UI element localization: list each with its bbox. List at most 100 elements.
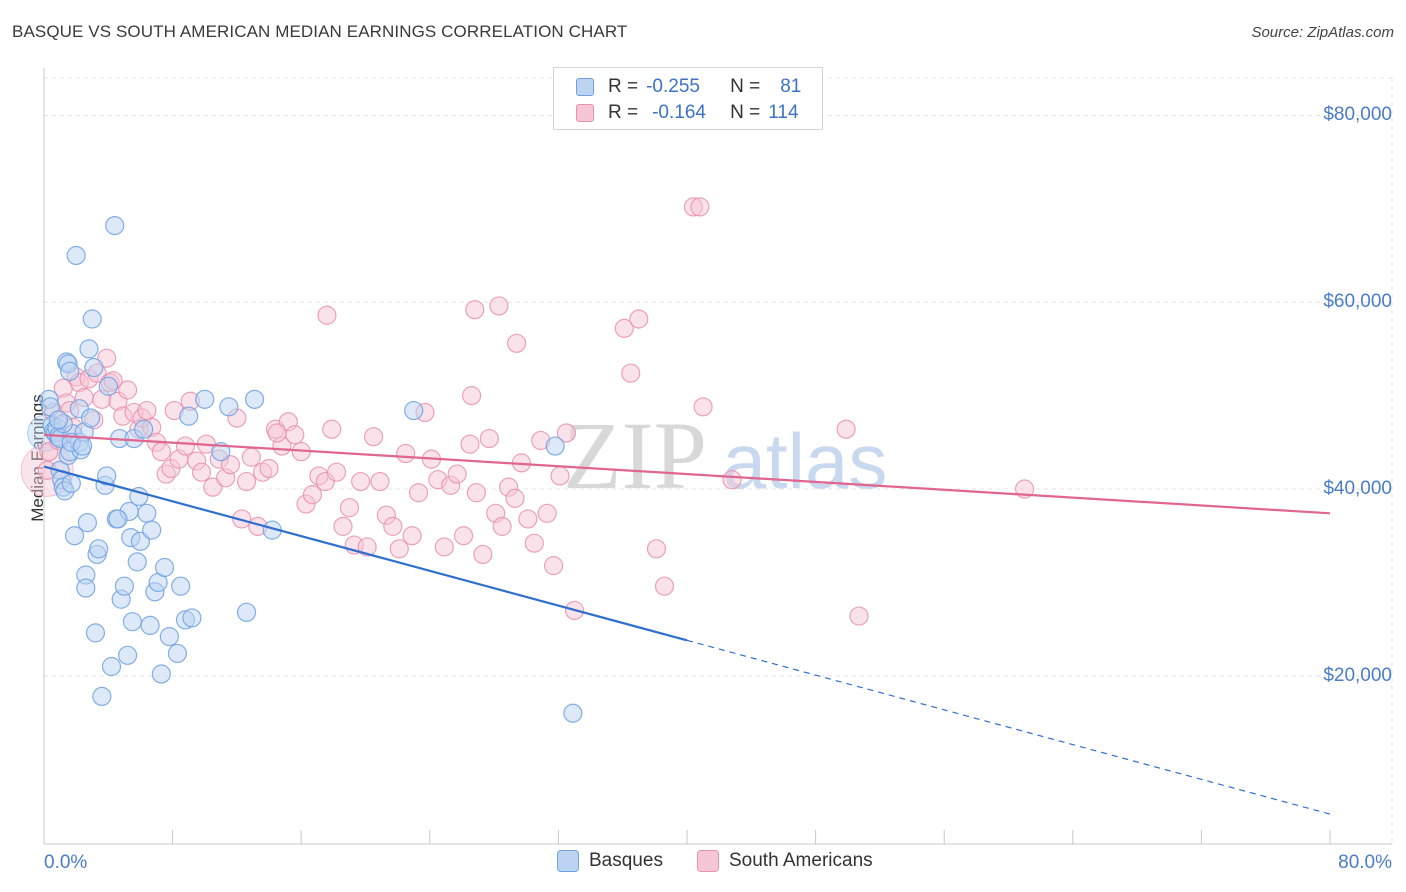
data-point [219, 397, 239, 417]
legend-item-south-americans[interactable]: South Americans [697, 850, 873, 872]
data-point [507, 333, 527, 353]
data-point [389, 539, 409, 559]
r-label: R = [608, 102, 639, 123]
data-point [466, 483, 487, 503]
data-point [89, 539, 109, 559]
data-point [66, 245, 86, 266]
trend-line [43, 433, 1331, 515]
stats-legend: R = -0.255 N = 81 R = -0.164 N = 114 [553, 67, 823, 130]
legend-label: Basques [589, 850, 663, 871]
data-point [72, 436, 93, 456]
data-point [203, 477, 223, 497]
data-point [122, 612, 143, 632]
data-point [402, 526, 422, 546]
data-point [339, 498, 360, 518]
n-value: 114 [768, 102, 799, 123]
y-tick-label: $80,000 [1323, 104, 1392, 126]
data-point [79, 339, 99, 359]
data-point [492, 516, 512, 536]
data-point [98, 376, 118, 396]
y-tick-label: $60,000 [1323, 291, 1392, 313]
data-point [363, 427, 384, 447]
y-tick-label: $20,000 [1323, 664, 1392, 686]
data-point [97, 348, 117, 368]
stats-row-south-americans: R = -0.164 N = 114 [576, 100, 799, 126]
data-point [244, 389, 265, 409]
data-point [127, 552, 147, 572]
data-point [836, 419, 856, 439]
data-point [556, 423, 577, 443]
data-point [77, 513, 98, 533]
data-point [690, 197, 710, 217]
data-point [175, 436, 196, 456]
data-point [81, 408, 101, 428]
data-point [629, 309, 649, 329]
data-point [849, 606, 869, 626]
data-point [317, 305, 337, 325]
r-value: -0.164 [652, 102, 706, 123]
data-point [654, 576, 675, 596]
data-point [151, 664, 171, 684]
data-point [117, 645, 138, 665]
y-tick-label: $40,000 [1323, 478, 1392, 500]
data-point [357, 537, 377, 557]
data-point [434, 537, 454, 557]
legend-item-basques[interactable]: Basques [557, 850, 663, 872]
data-point [404, 400, 424, 421]
data-point [108, 509, 128, 529]
data-point [259, 458, 279, 479]
data-point [550, 466, 570, 486]
data-point [489, 296, 509, 316]
legend-label: South Americans [729, 850, 873, 871]
data-point [473, 544, 493, 565]
data-point [447, 464, 467, 484]
data-point [621, 363, 641, 383]
data-point [84, 357, 104, 378]
data-point [479, 428, 499, 449]
data-point [151, 442, 171, 462]
data-point [236, 602, 257, 622]
data-point [85, 623, 106, 643]
data-point [76, 578, 96, 598]
data-point [159, 627, 179, 647]
data-point [563, 703, 583, 723]
data-point [408, 483, 429, 503]
data-point [285, 425, 305, 445]
data-point [326, 462, 347, 482]
data-point [722, 470, 742, 490]
data-point [48, 410, 69, 430]
data-point [140, 615, 160, 636]
data-point [322, 419, 342, 439]
data-point [117, 380, 138, 400]
data-point [614, 318, 634, 338]
data-point [171, 576, 191, 596]
data-point [137, 503, 157, 523]
data-point [505, 488, 525, 508]
data-point [182, 608, 202, 628]
data-point [220, 455, 241, 475]
watermark-atlas: atlas [723, 417, 888, 505]
data-points [20, 197, 1035, 723]
data-point [92, 686, 112, 707]
data-point [114, 576, 134, 596]
data-point [461, 386, 482, 406]
data-point [191, 462, 212, 482]
data-point [646, 539, 667, 559]
data-point [351, 471, 371, 492]
data-point [537, 503, 557, 523]
data-point [267, 423, 287, 443]
basques-swatch [576, 78, 594, 96]
series-legend: Basques South Americans [0, 850, 1406, 880]
data-point [370, 471, 390, 492]
data-point [241, 447, 261, 467]
south-americans-swatch [697, 850, 719, 872]
data-point [543, 556, 564, 576]
data-point [195, 389, 215, 409]
basques-swatch [557, 850, 579, 872]
data-point [302, 485, 323, 505]
data-point [524, 533, 544, 553]
n-label: N = [730, 102, 761, 123]
south-americans-swatch [576, 104, 594, 122]
x-tick-label-min: 0.0% [44, 852, 88, 873]
